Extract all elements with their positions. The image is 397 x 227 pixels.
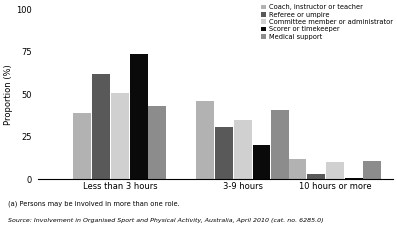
- Text: (a) Persons may be involved in more than one role.: (a) Persons may be involved in more than…: [8, 200, 180, 207]
- Bar: [271, 110, 289, 179]
- Legend: Coach, instructor or teacher, Referee or umpire, Committee member or administrat: Coach, instructor or teacher, Referee or…: [261, 4, 393, 40]
- Bar: [130, 54, 148, 179]
- Bar: [326, 162, 344, 179]
- Bar: [363, 161, 381, 179]
- Text: Source: Involvement in Organised Sport and Physical Activity, Australia, April 2: Source: Involvement in Organised Sport a…: [8, 218, 324, 223]
- Y-axis label: Proportion (%): Proportion (%): [4, 64, 13, 125]
- Bar: [288, 159, 306, 179]
- Bar: [92, 74, 110, 179]
- Bar: [111, 93, 129, 179]
- Bar: [215, 127, 233, 179]
- Bar: [196, 101, 214, 179]
- Bar: [252, 145, 270, 179]
- Bar: [307, 174, 325, 179]
- Bar: [345, 178, 362, 179]
- Bar: [234, 120, 252, 179]
- Bar: [73, 113, 91, 179]
- Bar: [148, 106, 166, 179]
